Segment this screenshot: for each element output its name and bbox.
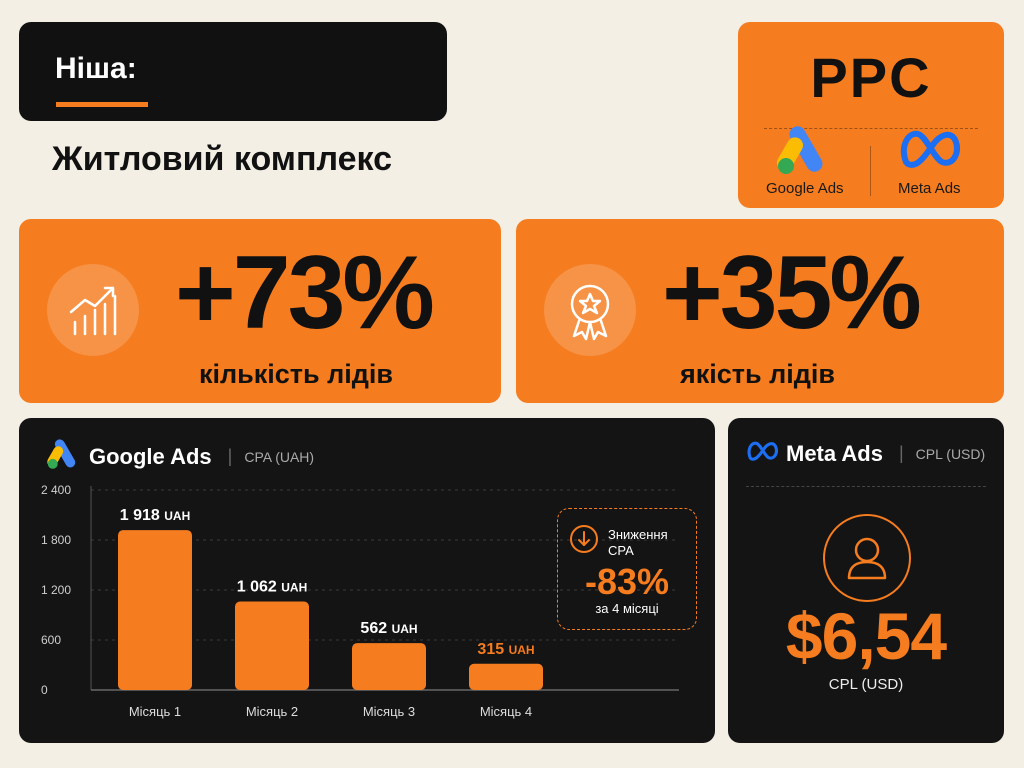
bar — [469, 663, 543, 690]
cpl-value: $6,54 — [785, 599, 947, 673]
x-tick-label: Місяць 3 — [363, 704, 415, 719]
award-ribbon-icon — [544, 264, 636, 356]
data-label: 562 UAH — [360, 620, 417, 637]
user-icon — [823, 514, 911, 602]
kpi-leads-quality: +35% якість лідів — [516, 219, 1004, 403]
niche-underline — [56, 102, 148, 107]
kpi-leads-count: +73% кількість лідів — [19, 219, 501, 403]
y-tick-label: 0 — [41, 683, 48, 697]
cpa-bar-chart: 0 600 1 200 1 800 2 400 1 918 UAH Місяць 1 1 06… — [41, 483, 679, 719]
x-tick-label: Місяць 1 — [129, 704, 181, 719]
data-label: 1 918 UAH — [120, 507, 190, 524]
meta-icon — [898, 124, 964, 179]
cpa-reduction-callout: Зниження CPA -83% за 4 місяці — [557, 508, 697, 630]
y-tick-label: 1 800 — [41, 533, 71, 547]
cpl-unit: CPL (USD) — [828, 676, 904, 693]
reduction-period: за 4 місяці — [595, 601, 659, 616]
niche-header: Ніша: — [19, 22, 447, 121]
y-tick-label: 600 — [41, 633, 61, 647]
niche-label: Ніша: — [55, 52, 137, 85]
panel-header: Google Ads | CPA (UAH) — [45, 438, 314, 475]
google-ads-icon — [776, 124, 826, 181]
ppc-divider — [764, 128, 978, 129]
bar — [235, 601, 309, 690]
panel-header: Meta Ads | CPL (USD) — [746, 438, 985, 469]
data-label: 1 062 UAH — [237, 579, 307, 596]
ppc-title: PPC — [810, 46, 932, 109]
panel-divider — [746, 486, 986, 487]
kpi-label: якість лідів — [680, 359, 835, 389]
arrow-down-icon — [570, 525, 598, 553]
panel-title: Google Ads — [89, 443, 212, 469]
data-label: 315 UAH — [477, 641, 534, 658]
header-separator: | — [227, 446, 233, 466]
ppc-vertical-divider — [870, 146, 871, 196]
meta-ads-panel: Meta Ads | CPL (USD) $6,54 CPL (USD) — [728, 418, 1004, 743]
header-separator: | — [898, 443, 904, 463]
bar — [118, 530, 192, 690]
meta-icon — [746, 438, 780, 469]
google-ads-label: Google Ads — [766, 180, 844, 197]
bar — [352, 643, 426, 690]
x-tick-label: Місяць 4 — [480, 704, 532, 719]
panel-title: Meta Ads — [786, 440, 883, 466]
kpi-value: +73% — [175, 235, 435, 351]
kpi-label: кількість лідів — [199, 359, 394, 389]
meta-ads-label: Meta Ads — [898, 180, 961, 197]
panel-metric: CPL (USD) — [915, 445, 986, 462]
x-tick-label: Місяць 2 — [246, 704, 298, 719]
ppc-card: PPC Google Ads Meta Ads — [738, 22, 1004, 208]
reduction-label: Зниження CPA — [608, 527, 668, 558]
growth-chart-icon — [47, 264, 139, 356]
y-tick-label: 2 400 — [41, 483, 71, 497]
niche-value: Житловий комплекс — [52, 140, 393, 178]
google-ads-panel: Google Ads | CPA (UAH) 0 600 1 200 1 800 2 4… — [19, 418, 715, 743]
y-tick-label: 1 200 — [41, 583, 71, 597]
panel-metric: CPA (UAH) — [244, 448, 315, 465]
reduction-value: -83% — [584, 561, 670, 602]
kpi-value: +35% — [662, 235, 922, 351]
google-ads-icon — [45, 438, 79, 475]
